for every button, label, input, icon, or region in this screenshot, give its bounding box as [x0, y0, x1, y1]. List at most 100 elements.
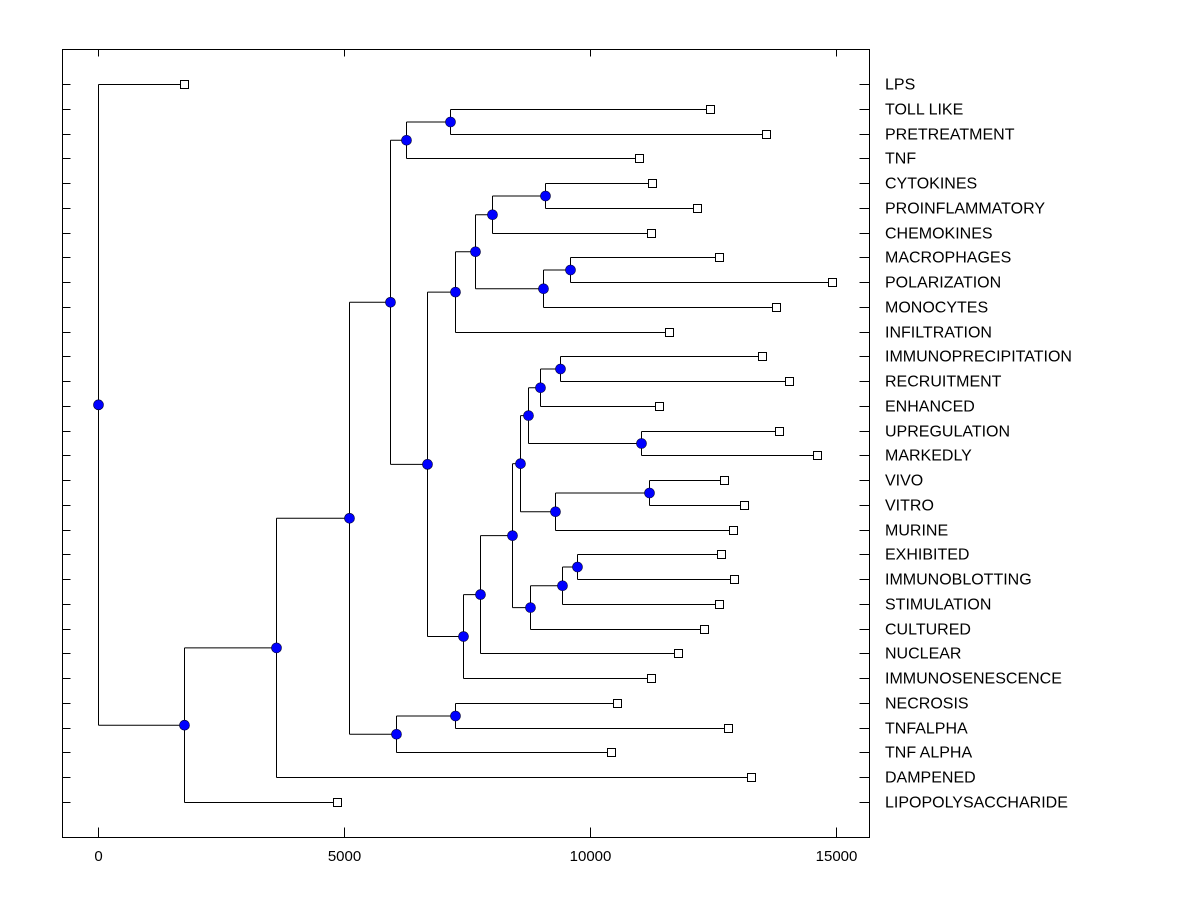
leaf-label: TNF [885, 151, 916, 168]
x-tick-label: 10000 [570, 848, 612, 865]
leaf-marker [700, 625, 709, 634]
internal-node [487, 209, 498, 221]
leaf-label: VITRO [885, 498, 934, 515]
leaf-label: PROINFLAMMATORY [885, 201, 1045, 218]
internal-node [644, 487, 655, 499]
leaf-label: NECROSIS [885, 696, 969, 713]
leaf-label: NUCLEAR [885, 646, 961, 663]
leaf-label: MURINE [885, 523, 948, 540]
internal-node [525, 602, 536, 613]
leaf-label: IMMUNOSENESCENCE [885, 671, 1062, 688]
leaf-label: DAMPENED [885, 770, 976, 787]
internal-node [565, 264, 576, 276]
leaf-marker [715, 253, 724, 262]
leaf-label: LIPOPOLYSACCHARIDE [885, 795, 1068, 812]
leaf-label: TNF ALPHA [885, 745, 972, 762]
leaf-marker [607, 748, 616, 757]
leaf-label: RECRUITMENT [885, 374, 1002, 391]
leaf-label: MONOCYTES [885, 300, 988, 317]
leaf-label: POLARIZATION [885, 275, 1001, 292]
leaf-marker [762, 130, 771, 139]
leaf-marker [706, 105, 715, 114]
internal-node [475, 589, 486, 600]
leaf-marker [758, 352, 767, 361]
internal-nodes [93, 116, 655, 740]
internal-node [422, 459, 433, 470]
leaf-label: IMMUNOBLOTTING [885, 572, 1032, 589]
leaf-label: LPS [885, 77, 915, 94]
leaf-label: ENHANCED [885, 399, 975, 416]
internal-node [93, 399, 104, 411]
leaf-marker [813, 451, 822, 460]
leaf-label: MACROPHAGES [885, 250, 1011, 267]
leaf-marker [715, 600, 724, 609]
leaf-marker [333, 798, 342, 807]
leaf-label: EXHIBITED [885, 547, 969, 564]
leaf-label: STIMULATION [885, 597, 991, 614]
leaf-label: TNFALPHA [885, 721, 968, 738]
leaf-marker [828, 278, 837, 287]
internal-node [572, 561, 583, 573]
internal-node [515, 458, 526, 469]
x-tick-label: 5000 [328, 848, 361, 865]
leaf-marker [635, 154, 644, 163]
internal-node [450, 286, 461, 298]
leaf-label: CULTURED [885, 622, 971, 639]
leaf-marker [648, 179, 657, 188]
plot-frame [62, 49, 870, 838]
axis-ticks [62, 49, 870, 838]
leaf-label: UPREGULATION [885, 424, 1010, 441]
internal-node [450, 710, 461, 722]
leaf-marker [674, 649, 683, 658]
internal-node [385, 296, 396, 308]
leaf-label: MARKEDLY [885, 448, 972, 465]
branches [98, 84, 833, 803]
leaf-marker [740, 501, 749, 510]
internal-node [344, 512, 355, 524]
internal-node [540, 190, 551, 202]
leaf-marker [613, 699, 622, 708]
internal-node [550, 506, 561, 518]
internal-node [523, 410, 534, 421]
internal-node [445, 116, 456, 128]
internal-node [507, 530, 518, 541]
leaf-marker [665, 328, 674, 337]
leaf-label: CYTOKINES [885, 176, 977, 193]
leaf-markers [180, 80, 837, 807]
leaf-marker [717, 550, 726, 559]
leaf-label: INFILTRATION [885, 325, 992, 342]
leaf-label: TOLL LIKE [885, 102, 963, 119]
leaf-marker [647, 229, 656, 238]
leaf-marker [693, 204, 702, 213]
leaf-label: PRETREATMENT [885, 127, 1015, 144]
leaf-marker [647, 674, 656, 683]
internal-node [458, 631, 469, 642]
x-tick-label: 0 [94, 848, 102, 865]
leaf-marker [772, 303, 781, 312]
leaf-marker [729, 526, 738, 535]
internal-node [636, 438, 647, 449]
internal-node [555, 363, 566, 375]
leaf-marker [775, 427, 784, 436]
leaf-label: CHEMOKINES [885, 226, 993, 243]
leaf-marker [724, 724, 733, 733]
leaf-marker [730, 575, 739, 584]
leaf-marker [720, 476, 729, 485]
internal-node [538, 283, 549, 295]
leaf-labels: LPS TOLL LIKE PRETREATMENT TNF CYTOKINES PROI… [885, 77, 1072, 812]
internal-node [557, 580, 568, 592]
leaf-marker [180, 80, 189, 89]
leaf-label: IMMUNOPRECIPITATION [885, 349, 1072, 366]
leaf-marker [747, 773, 756, 782]
internal-node [179, 719, 190, 731]
internal-node [271, 642, 282, 654]
internal-node [470, 246, 481, 258]
leaf-label: VIVO [885, 473, 923, 490]
internal-node [401, 134, 412, 146]
internal-node [535, 382, 546, 394]
leaf-marker [655, 402, 664, 411]
leaf-marker [785, 377, 794, 386]
internal-node [391, 728, 402, 740]
x-tick-label: 15000 [816, 848, 858, 865]
